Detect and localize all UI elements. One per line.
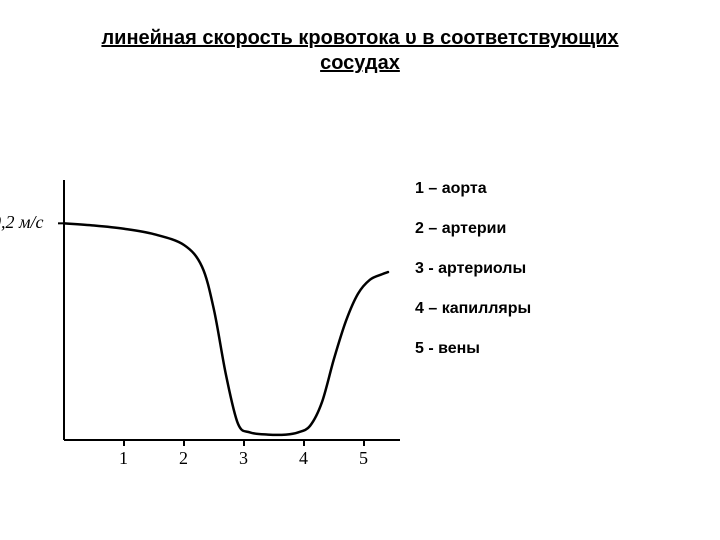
x-tick-label-3: 3 — [239, 448, 248, 469]
legend: 1 – аорта 2 – артерии 3 - артериолы 4 – кап… — [415, 180, 531, 380]
legend-item-3: 3 - артериолы — [415, 260, 531, 278]
legend-item-1: 1 – аорта — [415, 180, 531, 198]
legend-item-4: 4 – капилляры — [415, 300, 531, 318]
x-tick-label-4: 4 — [299, 448, 308, 469]
x-tick-label-5: 5 — [359, 448, 368, 469]
legend-item-2: 2 – артерии — [415, 220, 531, 238]
page-title: линейная скорость кровотока υ в соответс… — [0, 26, 720, 76]
page-root: линейная скорость кровотока υ в соответс… — [0, 0, 720, 540]
chart-svg — [50, 170, 410, 470]
velocity-chart: 0,2 м/с12345 — [50, 170, 410, 470]
x-tick-label-1: 1 — [119, 448, 128, 469]
y-axis-label: 0,2 м/с — [0, 212, 43, 233]
x-tick-label-2: 2 — [179, 448, 188, 469]
legend-item-5: 5 - вены — [415, 340, 531, 358]
